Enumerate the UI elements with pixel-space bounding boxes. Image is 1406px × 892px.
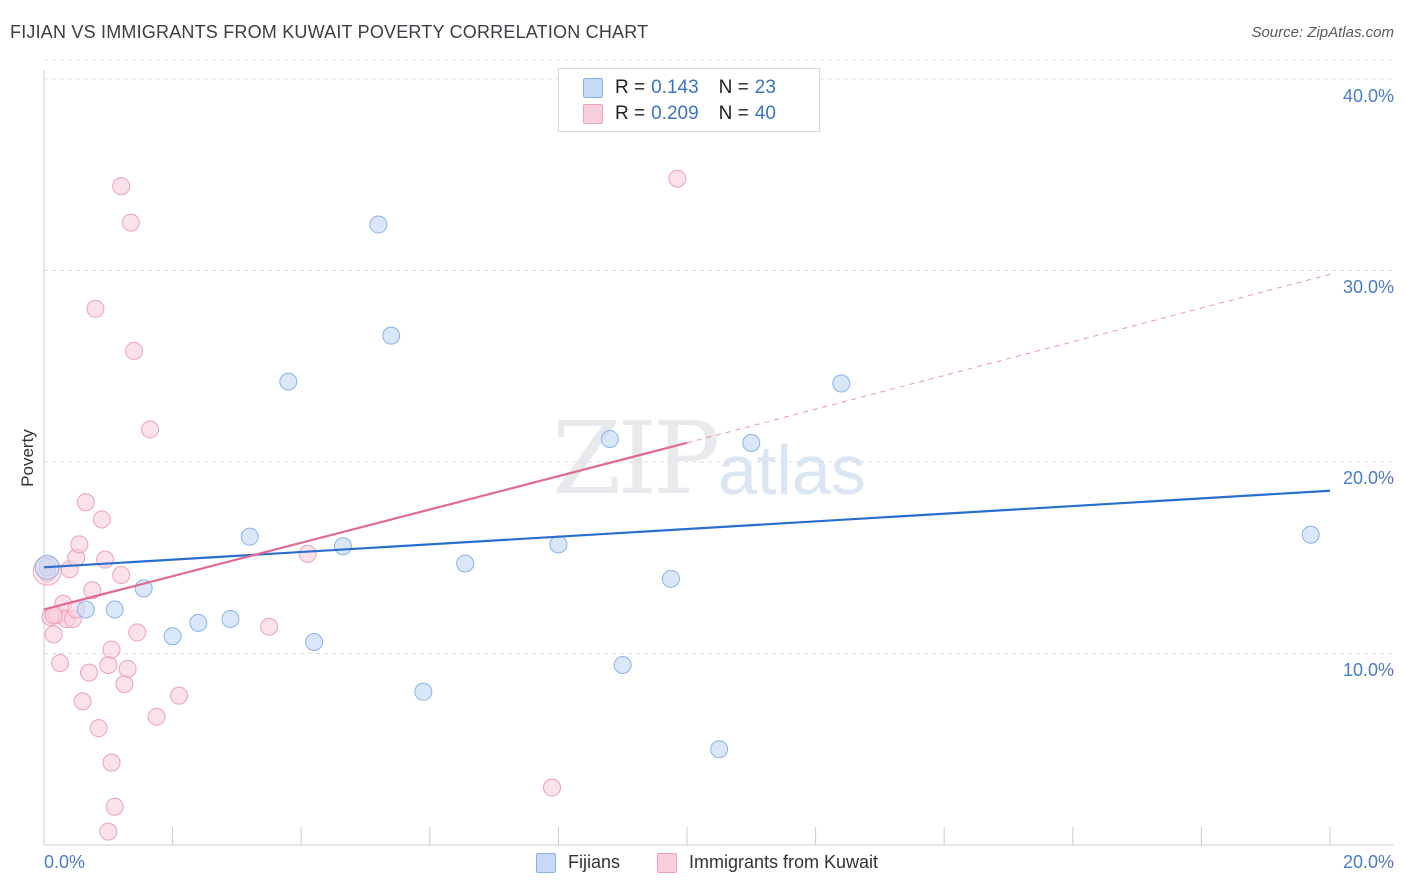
- fijians-trend-line: [43, 489, 1331, 569]
- kuwait-swatch: [583, 104, 603, 124]
- kuwait-point: [141, 420, 160, 439]
- kuwait-point: [170, 686, 189, 705]
- kuwait-point: [125, 341, 144, 360]
- kuwait-legend-swatch: [657, 852, 677, 873]
- kuwait-point: [115, 675, 134, 694]
- legend-r-value: 0.209: [651, 103, 699, 124]
- fijian-point: [105, 600, 124, 619]
- source-label: Source: ZipAtlas.com: [1251, 24, 1394, 41]
- kuwait-point: [70, 535, 89, 554]
- kuwait-legend-label: Immigrants from Kuwait: [689, 852, 879, 872]
- fijian-point: [613, 655, 632, 674]
- legend-r-value: 0.143: [651, 77, 699, 98]
- kuwait-point: [80, 663, 99, 682]
- kuwait-point: [76, 493, 95, 512]
- fijian-point: [76, 600, 95, 619]
- kuwait-point: [542, 778, 561, 797]
- fijian-point: [742, 433, 761, 452]
- legend-n-label: N =: [718, 77, 749, 98]
- legend-row-kuwait: R = 0.209 N = 40: [583, 101, 776, 127]
- kuwait-point: [112, 177, 131, 196]
- fijian-point: [240, 527, 259, 546]
- legend-n-value: 40: [754, 103, 776, 124]
- fijian-point: [369, 215, 388, 234]
- fijian-point: [305, 633, 324, 652]
- kuwait-point: [260, 617, 279, 636]
- y-tick-label: 10.0%: [1342, 660, 1394, 680]
- kuwait-point: [44, 625, 63, 644]
- y-tick-label: 30.0%: [1342, 277, 1394, 297]
- x-tick-label-max: 20.0%: [1342, 852, 1394, 872]
- watermark-zip: ZIP: [552, 400, 720, 517]
- chart-title: FIJIAN VS IMMIGRANTS FROM KUWAIT POVERTY…: [10, 22, 649, 42]
- fijian-point: [1301, 525, 1320, 544]
- fijian-point: [456, 554, 475, 573]
- kuwait-point: [96, 550, 115, 569]
- fijians-swatch: [583, 78, 603, 98]
- kuwait-trend-line: [43, 441, 688, 611]
- fijians-legend-swatch: [536, 852, 556, 873]
- fijian-point: [832, 374, 851, 393]
- kuwait-point: [99, 655, 118, 674]
- kuwait-point: [73, 692, 92, 711]
- legend-n-value: 23: [754, 77, 776, 98]
- fijian-point: [710, 740, 729, 759]
- kuwait-point: [86, 299, 105, 318]
- x-tick-label-min: 0.0%: [44, 852, 86, 872]
- kuwait-point: [51, 654, 70, 673]
- fijians-legend-label: Fijians: [568, 852, 621, 872]
- legend-n-label: N =: [718, 103, 749, 124]
- fijian-point: [163, 627, 182, 646]
- kuwait-point: [99, 822, 118, 841]
- bottom-legend-kuwait: Immigrants from Kuwait: [657, 852, 878, 873]
- kuwait-trend-extension: [686, 273, 1331, 444]
- legend-row-fijians: R = 0.143 N = 23: [583, 75, 776, 101]
- kuwait-point: [83, 581, 102, 600]
- y-tick-label: 20.0%: [1342, 468, 1394, 488]
- kuwait-point: [118, 659, 137, 678]
- kuwait-point: [298, 544, 317, 563]
- fijian-point: [414, 682, 433, 701]
- y-tick-label: 40.0%: [1342, 86, 1394, 106]
- kuwait-point: [105, 797, 124, 816]
- kuwait-point: [147, 707, 166, 726]
- kuwait-point: [668, 169, 687, 188]
- fijian-point: [600, 430, 619, 449]
- kuwait-point: [102, 640, 121, 659]
- fijian-point: [382, 326, 401, 345]
- fijian-point: [279, 372, 298, 391]
- legend-r-label: R =: [615, 103, 646, 124]
- kuwait-point: [128, 623, 147, 642]
- fijian-point: [221, 610, 240, 629]
- kuwait-point: [121, 213, 140, 232]
- fijian-point: [549, 535, 568, 554]
- fijian-point: [189, 613, 208, 632]
- correlation-legend: R = 0.143 N = 23 R = 0.209 N = 40: [558, 68, 820, 132]
- fijian-point: [661, 569, 680, 588]
- bottom-legend-fijians: Fijians: [536, 852, 620, 873]
- kuwait-point: [89, 719, 108, 738]
- kuwait-point: [92, 510, 111, 529]
- y-axis-label: Poverty: [18, 429, 37, 487]
- fijian-point: [333, 537, 352, 556]
- kuwait-point: [112, 565, 131, 584]
- legend-r-label: R =: [615, 77, 646, 98]
- kuwait-point: [102, 753, 121, 772]
